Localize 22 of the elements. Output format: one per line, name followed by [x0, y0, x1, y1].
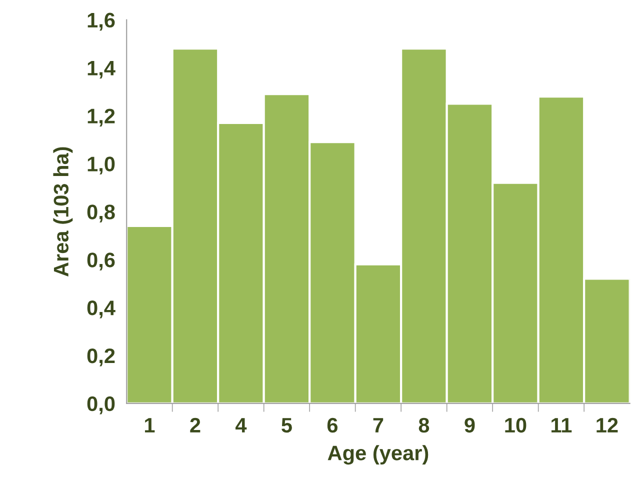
y-tick-label: 1,4	[88, 60, 116, 79]
y-tick-label: 1,2	[88, 108, 115, 126]
y-tick-label: 1,0	[88, 156, 115, 174]
x-tick-label: 7	[373, 418, 384, 432]
y-tick-label: 0,8	[87, 204, 115, 222]
y-tick-label: 0,2	[87, 348, 115, 366]
x-tick-label: 2	[190, 418, 200, 432]
x-tick-label: 12	[596, 418, 618, 432]
y-tick-label: 0,6	[87, 252, 115, 270]
x-tick-label: 9	[464, 418, 475, 433]
x-tick-label: 11	[552, 418, 572, 432]
x-tick-label: 8	[418, 418, 430, 433]
x-tick-label: 5	[282, 418, 292, 433]
y-tick-label: 0,4	[87, 300, 116, 318]
x-tick-label: 6	[327, 418, 338, 433]
x-tick-label: 1	[144, 418, 155, 432]
y-tick-label: 1,6	[88, 12, 115, 31]
x-tick-label: 4	[235, 418, 247, 432]
x-axis-title: Age (year)	[328, 445, 428, 465]
x-tick-label: 10	[505, 418, 526, 433]
y-tick-label: 0,0	[87, 396, 115, 414]
y-axis-title: Area (103 ha)	[53, 147, 73, 277]
